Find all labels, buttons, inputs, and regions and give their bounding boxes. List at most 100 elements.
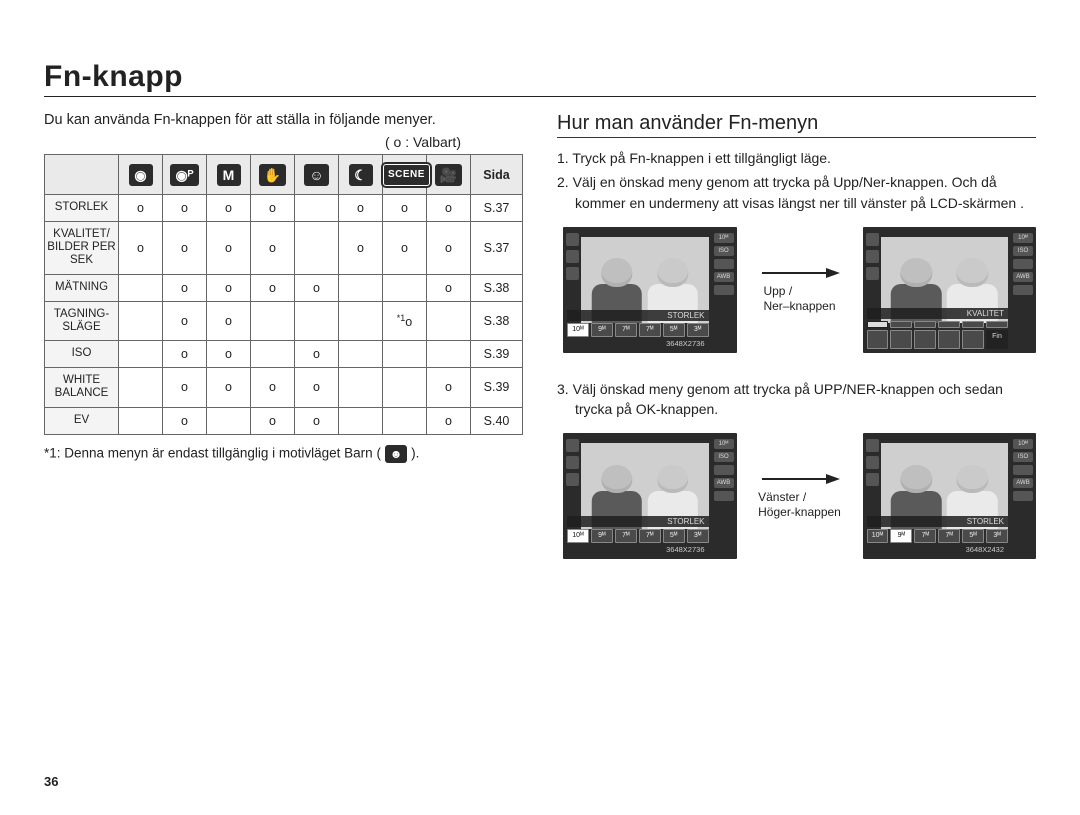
mode-cell [207,407,251,434]
mode-cell: *1o [383,301,427,340]
lcd-label-storlek3: STORLEK [867,516,1009,527]
header-empty [45,155,119,195]
mode-cell: o [427,407,471,434]
fn-menu-heading: Hur man använder Fn-menyn [557,112,1036,138]
table-row: KVALITET/ BILDER PER SEKoooooooS.37 [45,222,523,275]
mode-cell [251,341,295,368]
page-number: 36 [44,774,58,789]
mode-cell: o [295,341,339,368]
mode-cell [119,274,163,301]
mode-cell: o [295,407,339,434]
mode-cell: o [163,195,207,222]
table-row: TAGNING- SLÄGEoo*1oS.38 [45,301,523,340]
page-ref: S.38 [471,274,523,301]
mode-cell: o [251,368,295,407]
mode-cell: o [251,195,295,222]
mode-header-row: ◉ ◉ᴾ M ✋ ☺ ☾ SCENE 🎥 Sida [45,155,523,195]
figure-row-1: 10ᴹISOAWB STORLEK 10ᴹ9ᴹ7ᴹ7ᴹ5ᴹ3ᴹ 3648X273… [563,227,1036,353]
mode-cell: o [427,222,471,275]
mode-cell [339,274,383,301]
lcd-storlek-lr-before: 10ᴹISOAWB STORLEK 10ᴹ9ᴹ7ᴹ7ᴹ5ᴹ3ᴹ 3648X273… [563,433,737,559]
mode-cell [339,301,383,340]
right-column: Hur man använder Fn-menyn Tryck på Fn-kn… [557,112,1036,585]
lcd-kvalitet: 10ᴹISOAWB KVALITET Fin [863,227,1037,353]
mode-cell: o [427,274,471,301]
arrow1-caption: Upp / Ner–knappen [763,284,835,314]
mode-cell: o [339,222,383,275]
lcd-dims-a2: 3648X2736 [567,545,709,555]
mode-cell: o [207,195,251,222]
mode-cell: o [207,341,251,368]
page-ref: S.39 [471,368,523,407]
left-intro: Du kan använda Fn-knappen för att ställa… [44,112,523,128]
table-row: ISOoooS.39 [45,341,523,368]
mode-cell: o [295,368,339,407]
mode-col-3: M [207,155,251,195]
page-ref: S.39 [471,341,523,368]
mode-cell: o [251,274,295,301]
mode-col-8: 🎥 [427,155,471,195]
mode-cell: o [163,301,207,340]
table-row: MÄTNINGoooooS.38 [45,274,523,301]
camera-auto-icon: ◉ [129,164,153,186]
arrow2-caption: Vänster / Höger-knappen [758,490,841,520]
mode-cell [339,341,383,368]
page-title: Fn-knapp [44,60,1036,97]
row-label: MÄTNING [45,274,119,301]
mode-cell [427,301,471,340]
child-mode-icon: ☻ [385,445,408,463]
mode-cell [119,341,163,368]
mode-cell [119,407,163,434]
mode-cell [383,368,427,407]
lcd-storlek-lr-after: 10ᴹISOAWB STORLEK 10ᴹ9ᴹ7ᴹ7ᴹ5ᴹ3ᴹ 3648X243… [863,433,1037,559]
mode-cell [251,301,295,340]
mode-cell: o [427,195,471,222]
table-row: STORLEKoooooooS.37 [45,195,523,222]
mode-cell: o [295,274,339,301]
figure-row-2: 10ᴹISOAWB STORLEK 10ᴹ9ᴹ7ᴹ7ᴹ5ᴹ3ᴹ 3648X273… [563,433,1036,559]
scene-icon: SCENE [383,164,430,186]
mode-col-7: SCENE [383,155,427,195]
mode-cell [383,341,427,368]
table-row: EVooooS.40 [45,407,523,434]
mode-cell [339,407,383,434]
row-label: KVALITET/ BILDER PER SEK [45,222,119,275]
mode-cell: o [163,222,207,275]
steps-1-2-group: Tryck på Fn-knappen i ett tillgängligt l… [557,148,1036,353]
page-col-header: Sida [471,155,523,195]
mode-cell: o [119,195,163,222]
mode-cell [339,368,383,407]
page-ref: S.38 [471,301,523,340]
mode-cell: o [163,341,207,368]
mode-col-6: ☾ [339,155,383,195]
lcd-label-storlek2: STORLEK [567,516,709,527]
footnote-post: ). [411,445,419,460]
page-ref: S.37 [471,195,523,222]
mode-cell: o [119,222,163,275]
dual-face-icon: ☺ [304,164,328,186]
mode-cell: o [207,222,251,275]
mode-cell [119,368,163,407]
mode-cell: o [163,274,207,301]
mode-cell [383,407,427,434]
step-2: Välj en önskad meny genom att trycka på … [557,172,1036,213]
manual-m-icon: M [217,164,241,186]
row-label: EV [45,407,119,434]
step-1: Tryck på Fn-knappen i ett tillgängligt l… [557,148,1036,168]
page-ref: S.37 [471,222,523,275]
mode-col-4: ✋ [251,155,295,195]
row-label: STORLEK [45,195,119,222]
mode-cell: o [207,368,251,407]
mode-cell: o [383,195,427,222]
lcd-dims-a: 3648X2736 [567,339,709,349]
mode-cell [295,301,339,340]
mode-cell: o [207,301,251,340]
mode-col-2: ◉ᴾ [163,155,207,195]
lcd-dims-b: 3648X2432 [867,545,1009,555]
fn-modes-table: ◉ ◉ᴾ M ✋ ☺ ☾ SCENE 🎥 Sida STORLEKooooooo… [44,154,523,435]
mode-cell: o [251,407,295,434]
lcd-storlek-before: 10ᴹISOAWB STORLEK 10ᴹ9ᴹ7ᴹ7ᴹ5ᴹ3ᴹ 3648X273… [563,227,737,353]
arrow-up-down: Upp / Ner–knappen [751,266,849,314]
mode-cell: o [163,368,207,407]
lcd-label-kvalitet: KVALITET [867,308,1009,319]
